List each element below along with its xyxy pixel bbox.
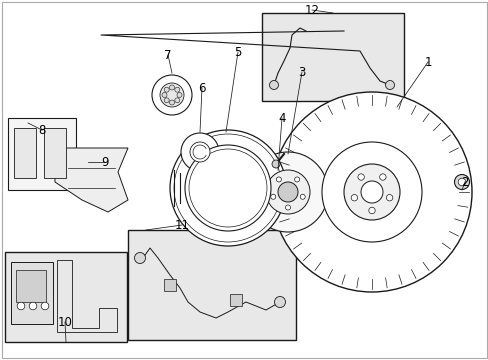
Circle shape [152,75,192,115]
Circle shape [177,93,182,98]
Circle shape [321,142,421,242]
Circle shape [164,87,169,92]
Circle shape [294,177,299,182]
Circle shape [169,85,174,90]
Circle shape [379,174,386,180]
Circle shape [181,133,219,171]
Bar [16,270,46,302]
Bar [5,252,127,342]
Bar [229,294,242,306]
Circle shape [169,100,174,105]
Bar [128,230,295,340]
Text: 9: 9 [101,156,108,168]
Circle shape [350,194,357,201]
Circle shape [386,194,392,201]
Circle shape [457,178,465,186]
Text: 3: 3 [298,66,305,78]
Polygon shape [55,148,128,212]
Circle shape [360,181,382,203]
Circle shape [190,142,209,162]
Text: 4: 4 [278,112,285,125]
Circle shape [285,205,290,210]
Circle shape [134,252,145,264]
Text: 10: 10 [58,315,72,329]
Circle shape [368,207,374,214]
Circle shape [160,83,183,107]
Circle shape [271,92,471,292]
Bar [262,13,403,101]
Circle shape [164,98,169,103]
Circle shape [29,302,37,310]
Bar [163,279,176,291]
Circle shape [270,194,275,199]
Bar [44,128,66,178]
Circle shape [300,194,305,199]
Text: 8: 8 [38,123,45,136]
Text: 12: 12 [304,4,319,17]
Circle shape [162,93,167,98]
Circle shape [357,174,364,180]
Circle shape [41,302,49,310]
Circle shape [265,170,309,214]
Circle shape [17,302,25,310]
Circle shape [271,160,280,168]
Text: 7: 7 [164,49,171,62]
Text: 2: 2 [460,176,468,189]
Circle shape [343,164,399,220]
Circle shape [174,98,180,103]
Circle shape [174,87,180,92]
Bar [11,262,53,324]
Circle shape [276,177,281,182]
Bar [8,118,76,190]
Circle shape [274,297,285,307]
Text: 6: 6 [198,81,205,95]
Circle shape [385,81,394,90]
Circle shape [278,182,297,202]
Circle shape [269,81,278,90]
Circle shape [184,145,270,231]
Text: 5: 5 [234,45,241,59]
Circle shape [170,130,285,246]
Text: 11: 11 [174,219,189,231]
Bar [14,128,36,178]
Text: 1: 1 [424,55,431,68]
Circle shape [453,175,468,189]
Circle shape [247,152,327,232]
Polygon shape [57,260,117,332]
